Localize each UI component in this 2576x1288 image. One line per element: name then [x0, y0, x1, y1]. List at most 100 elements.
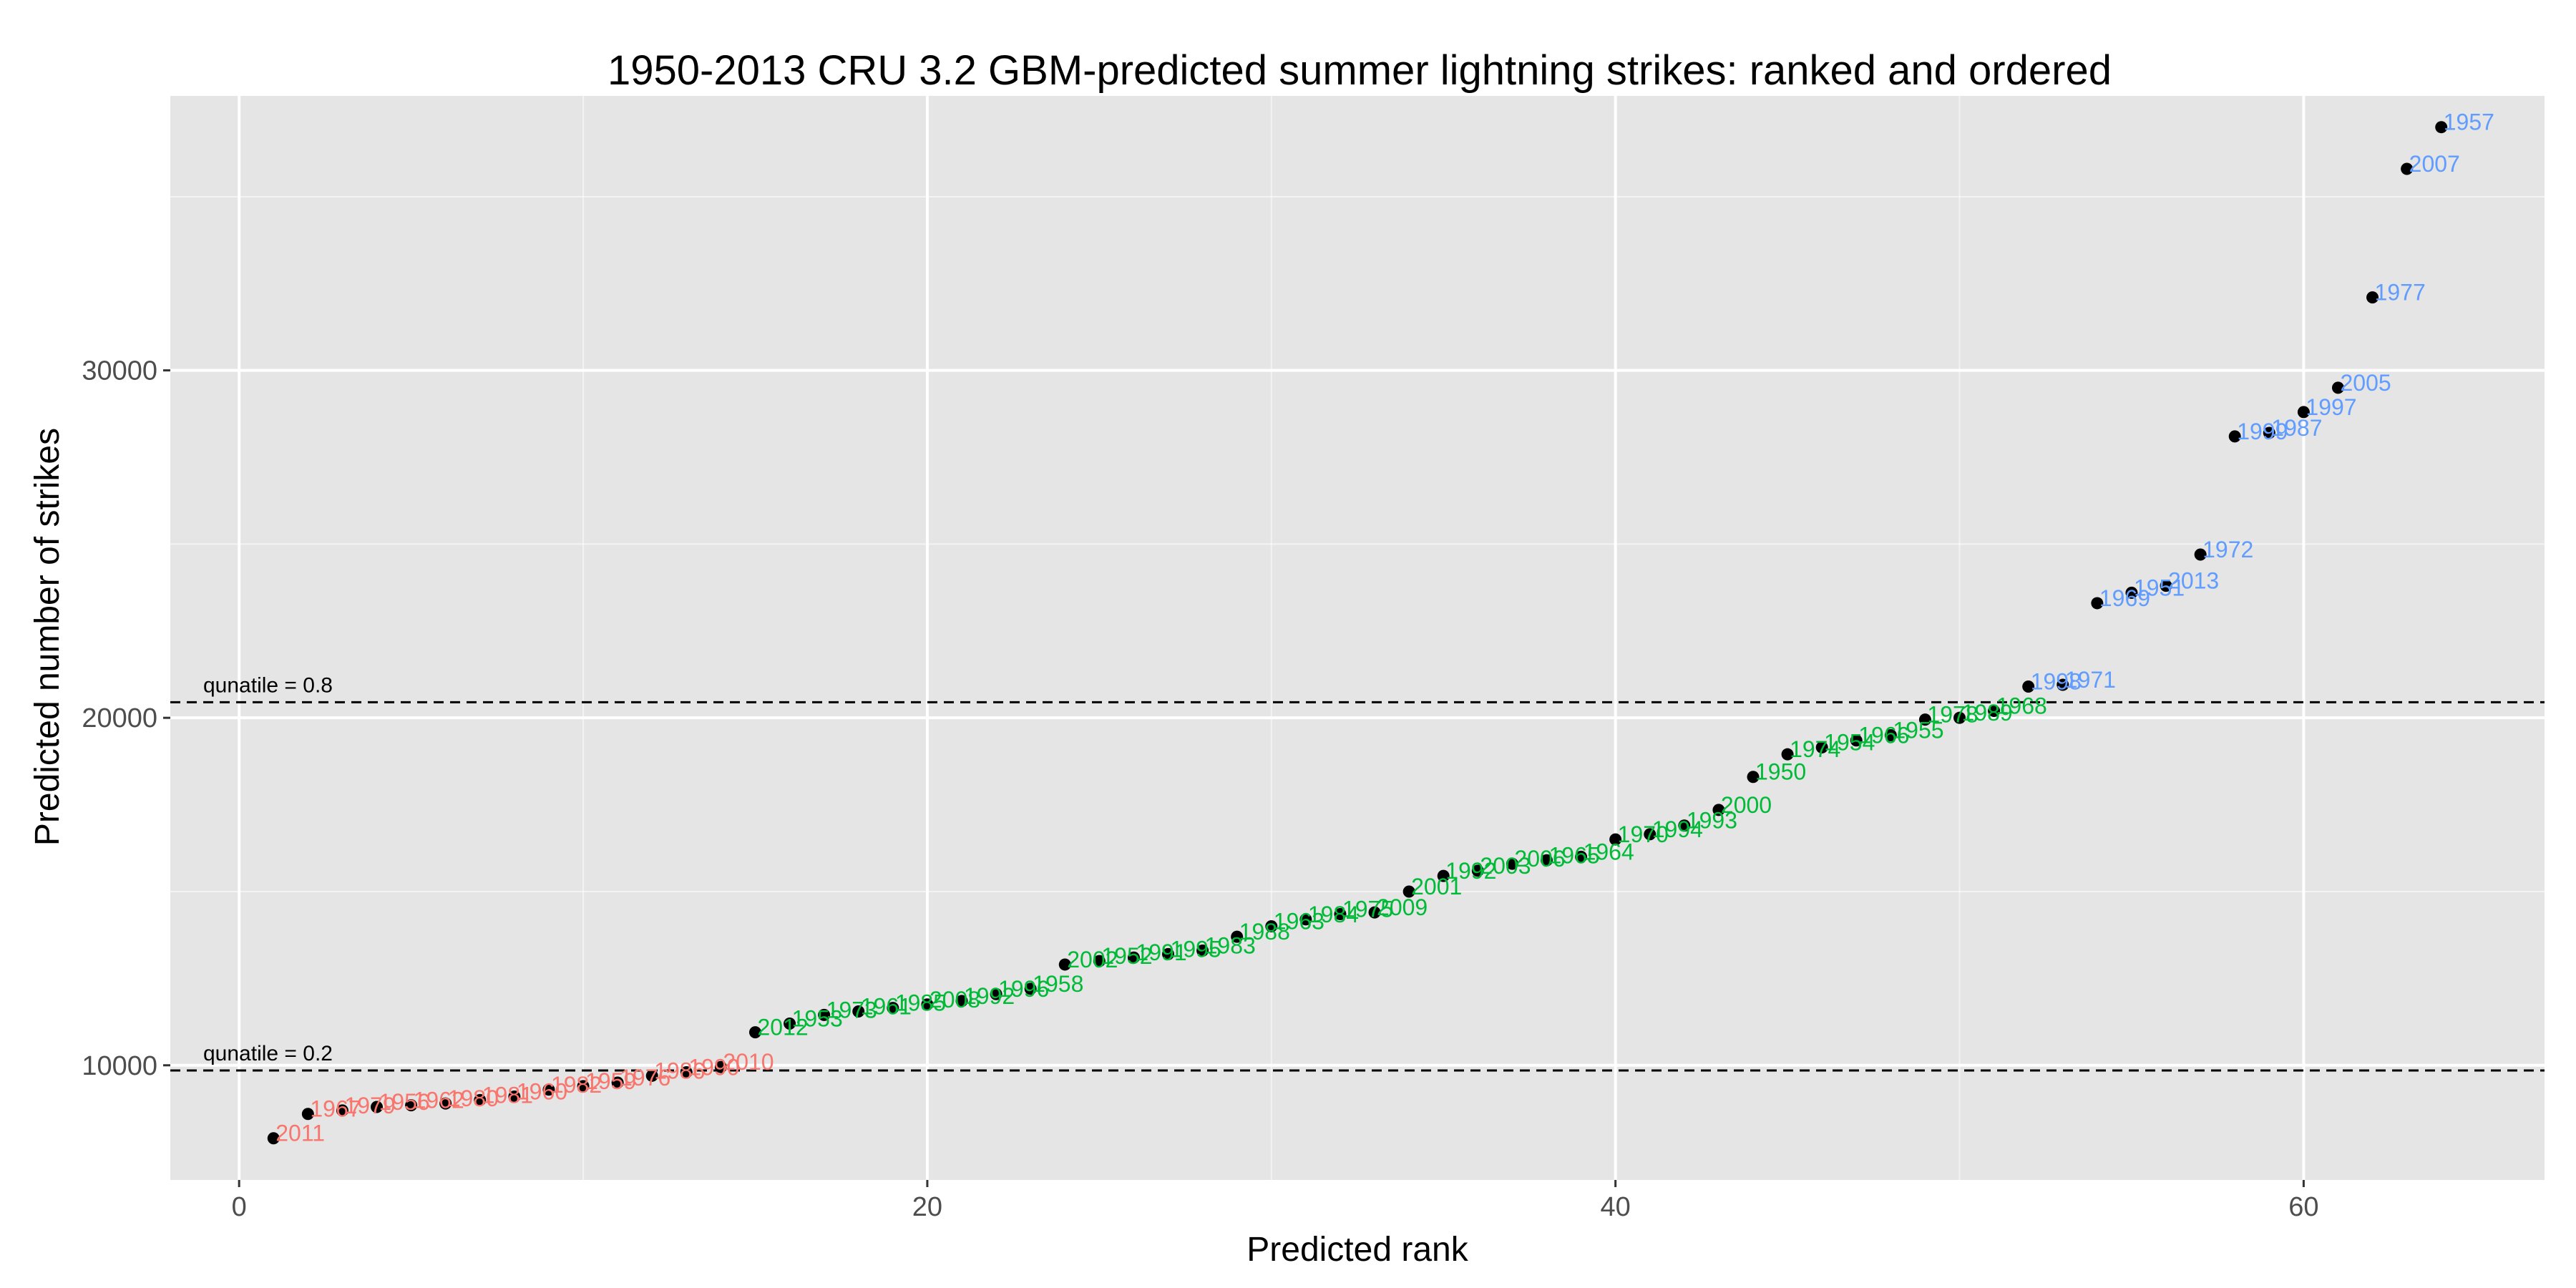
- data-point: [301, 1108, 314, 1121]
- data-point: [2125, 586, 2138, 599]
- y-tick-label: 30000: [82, 356, 157, 386]
- reference-lines: qunatile = 0.2 qunatile = 0.8: [170, 673, 2545, 1072]
- point-year-label: 1957: [2444, 109, 2494, 135]
- data-points: [267, 121, 2448, 1145]
- data-point: [1299, 913, 1312, 926]
- point-year-label: 1950: [1755, 759, 1806, 785]
- data-point: [1575, 850, 1588, 863]
- data-point: [2435, 121, 2448, 134]
- point-year-label: 1993: [1687, 808, 1737, 834]
- y-axis-title: Predicted number of strikes: [29, 428, 67, 846]
- data-point: [921, 998, 934, 1011]
- point-year-label: 1988: [1239, 919, 1290, 945]
- point-year-label: 1998: [2031, 668, 2082, 694]
- quantile-label: qunatile = 0.2: [203, 1042, 333, 1065]
- point-year-label: 1979: [344, 1093, 395, 1118]
- data-point: [887, 1002, 899, 1015]
- point-year-label: 1995: [1171, 936, 1221, 962]
- point-year-label: 2000: [1721, 792, 1772, 818]
- data-point: [2297, 406, 2310, 419]
- data-point: [611, 1076, 624, 1089]
- point-year-label: 1990: [688, 1054, 739, 1080]
- point-year-label: 1983: [1205, 933, 1256, 959]
- data-point: [1402, 885, 1415, 898]
- data-point: [784, 1017, 796, 1030]
- data-point: [1024, 982, 1037, 995]
- point-year-label: 1999: [2237, 419, 2288, 444]
- point-year-label: 1989: [1962, 700, 2013, 726]
- point-year-label: 1969: [2099, 585, 2150, 611]
- point-year-label: 1959: [585, 1068, 636, 1094]
- data-point: [1781, 748, 1794, 761]
- major-gridlines: [170, 96, 2545, 1180]
- data-point: [1918, 713, 1931, 726]
- point-year-label: 1958: [1033, 971, 1083, 997]
- point-year-label: 2012: [757, 1015, 808, 1040]
- point-year-label: 1986: [654, 1058, 705, 1083]
- point-year-label: 2002: [1067, 947, 1118, 972]
- data-point: [1953, 711, 1966, 724]
- data-point: [405, 1099, 418, 1112]
- quantile-label: qunatile = 0.8: [203, 673, 333, 697]
- point-labels: 2011196719791956196219801981196019821959…: [275, 109, 2494, 1146]
- x-tick-label: 20: [912, 1192, 942, 1222]
- data-point: [818, 1008, 831, 1021]
- data-point: [1540, 854, 1553, 867]
- y-axis: 10000 20000 30000: [82, 356, 170, 1081]
- point-year-label: 1968: [1996, 693, 2047, 718]
- data-point: [508, 1090, 521, 1103]
- point-year-label: 1980: [448, 1085, 499, 1111]
- data-point: [542, 1083, 555, 1096]
- data-point: [1815, 741, 1828, 753]
- data-point: [1471, 864, 1484, 877]
- point-year-label: 1984: [1308, 902, 1359, 927]
- data-point: [2366, 291, 2379, 304]
- data-point: [1644, 828, 1657, 841]
- point-year-label: 1997: [2306, 394, 2356, 420]
- point-year-label: 1960: [517, 1078, 567, 1104]
- data-point: [439, 1097, 452, 1110]
- data-point: [852, 1005, 865, 1018]
- point-year-label: 1956: [379, 1089, 430, 1115]
- point-year-label: 1992: [1445, 858, 1496, 884]
- data-point: [1609, 833, 1622, 846]
- point-year-label: 1964: [1584, 839, 1634, 864]
- data-point: [748, 1026, 761, 1039]
- x-tick-label: 0: [232, 1192, 247, 1222]
- point-year-label: 1967: [310, 1096, 361, 1122]
- y-tick-label: 20000: [82, 703, 157, 733]
- point-year-label: 1996: [998, 976, 1049, 1002]
- data-point: [371, 1101, 384, 1113]
- data-point: [1196, 945, 1209, 957]
- data-point: [2331, 381, 2344, 394]
- point-year-label: 2001: [1411, 874, 1462, 899]
- data-point: [2263, 426, 2275, 439]
- point-year-label: 1973: [826, 997, 877, 1023]
- point-year-label: 2011: [275, 1121, 325, 1146]
- data-point: [1334, 908, 1347, 921]
- chart-title: 1950-2013 CRU 3.2 GBM-predicted summer l…: [608, 47, 2112, 94]
- data-point: [2228, 430, 2241, 443]
- data-point: [1231, 930, 1244, 943]
- data-point: [1988, 704, 2001, 717]
- point-year-label: 2006: [1514, 846, 1565, 872]
- point-year-label: 1978: [1927, 702, 1978, 728]
- data-point: [267, 1132, 280, 1145]
- data-point: [1265, 920, 1278, 933]
- point-year-label: 1975: [1342, 897, 1393, 922]
- data-point: [1747, 771, 1760, 784]
- data-point: [955, 995, 968, 1008]
- data-point: [1678, 819, 1691, 832]
- point-year-label: 1970: [1618, 821, 1669, 847]
- data-point: [336, 1104, 348, 1117]
- data-point: [645, 1069, 658, 1082]
- data-point: [714, 1060, 727, 1073]
- point-year-label: 2008: [930, 987, 980, 1013]
- minor-gridlines: [170, 96, 2545, 1180]
- point-year-label: 1972: [2202, 537, 2253, 562]
- point-year-label: 1955: [1893, 717, 1943, 743]
- point-year-label: 1954: [1824, 729, 1875, 755]
- point-year-label: 1977: [2375, 280, 2426, 306]
- point-year-label: 1991: [1136, 940, 1186, 965]
